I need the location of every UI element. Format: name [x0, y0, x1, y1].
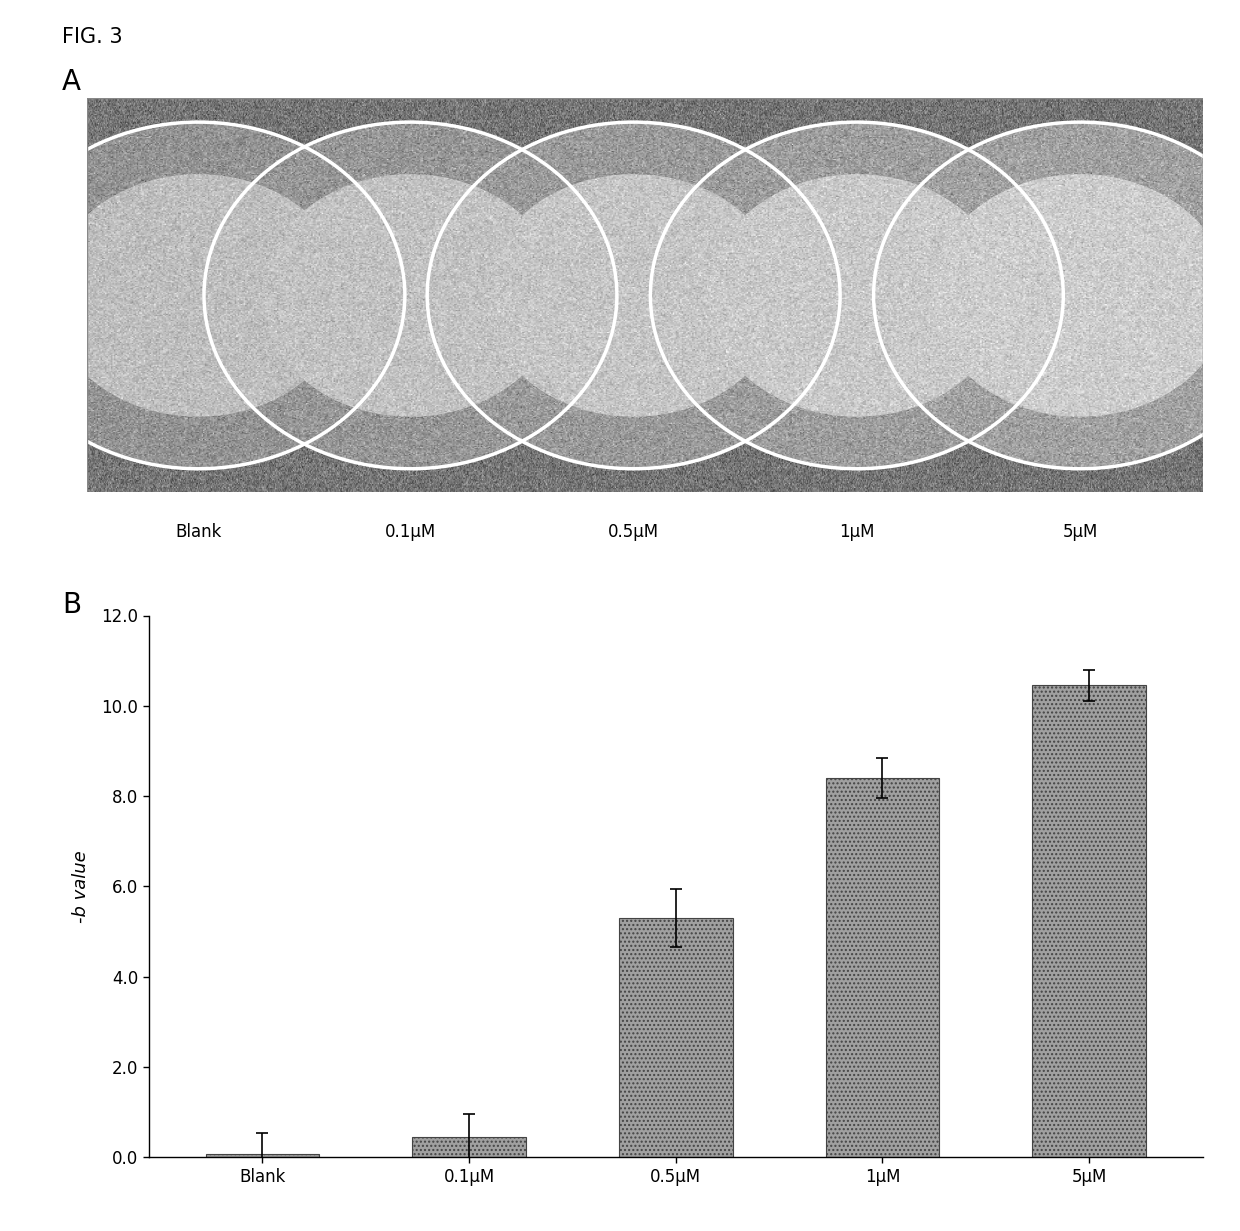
Text: 1μM: 1μM	[839, 523, 874, 542]
Bar	[413, 1137, 526, 1157]
Bar	[1033, 686, 1146, 1157]
Bar	[826, 778, 940, 1157]
Text: 0.5μM: 0.5μM	[608, 523, 660, 542]
Text: 0.1μM: 0.1μM	[384, 523, 436, 542]
Text: A: A	[62, 68, 81, 96]
Text: B: B	[62, 591, 81, 619]
Bar	[619, 918, 733, 1157]
Text: Blank: Blank	[175, 523, 222, 542]
Y-axis label: -b value: -b value	[72, 849, 91, 923]
Text: 5μM: 5μM	[1063, 523, 1097, 542]
Text: FIG. 3: FIG. 3	[62, 27, 123, 47]
Bar	[206, 1153, 320, 1157]
